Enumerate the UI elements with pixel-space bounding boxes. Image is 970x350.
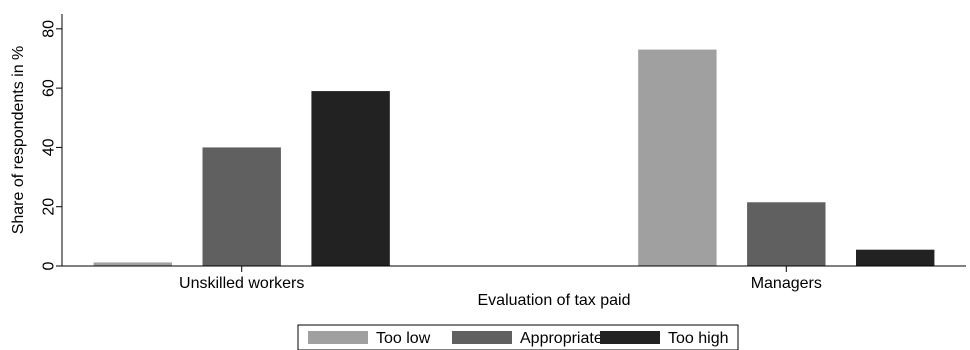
y-tick-label: 80: [41, 20, 58, 38]
legend-label: Too low: [376, 330, 431, 347]
bars: [93, 49, 935, 266]
legend-swatch: [452, 331, 512, 344]
y-tick-label: 0: [41, 261, 58, 270]
bar: [93, 262, 173, 266]
legend-swatch: [308, 331, 368, 344]
x-tick-label: Unskilled workers: [179, 275, 304, 292]
bar: [638, 49, 717, 266]
y-tick-label: 60: [41, 79, 58, 97]
legend-label: Too high: [668, 330, 729, 347]
y-axis-title: Share of respondents in %: [10, 46, 27, 235]
legend-label: Appropriate: [520, 330, 603, 347]
x-tick-label: Managers: [751, 275, 822, 292]
x-axis-title: Evaluation of tax paid: [478, 292, 631, 309]
x-ticks: Unskilled workers Managers: [179, 266, 822, 292]
y-tick-label: 40: [41, 138, 58, 156]
legend: Too low Appropriate Too high: [297, 324, 739, 350]
bar: [747, 202, 826, 266]
y-ticks: 0 20 40 60 80: [41, 20, 62, 270]
plot-area: 0 20 40 60 80 Unskilled workers Managers: [41, 14, 966, 292]
bar: [202, 147, 281, 266]
bar: [855, 249, 935, 266]
legend-swatch: [600, 331, 660, 344]
y-tick-label: 20: [41, 198, 58, 216]
bar: [311, 91, 390, 266]
legend-box: [297, 324, 739, 350]
